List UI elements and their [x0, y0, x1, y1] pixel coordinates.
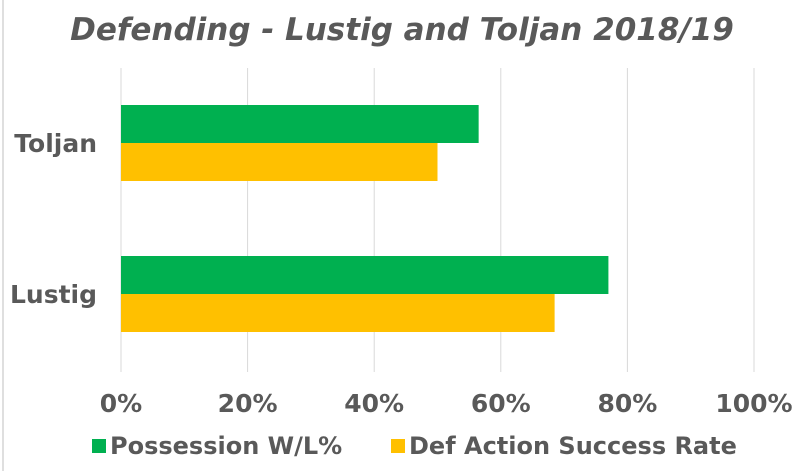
category-label: Lustig — [10, 280, 97, 309]
x-tick-label: 20% — [218, 389, 278, 418]
x-tick-label: 40% — [344, 389, 404, 418]
bar — [121, 256, 609, 294]
legend-label: Possession W/L% — [110, 432, 342, 460]
bar — [121, 143, 438, 181]
legend-swatch — [391, 439, 405, 453]
legend-swatch — [92, 439, 106, 453]
category-labels: Toljan Lustig — [10, 129, 97, 309]
x-tick-label: 100% — [715, 389, 792, 418]
x-tick-label: 0% — [100, 389, 142, 418]
bar — [121, 294, 555, 332]
legend: Possession W/L% Def Action Success Rate — [92, 432, 737, 460]
bar — [121, 105, 479, 143]
x-tick-label: 60% — [471, 389, 531, 418]
legend-label: Def Action Success Rate — [409, 432, 737, 460]
bars — [121, 105, 609, 332]
chart-title: Defending - Lustig and Toljan 2018/19 — [70, 12, 734, 48]
x-tick-labels: 0% 20% 40% 60% 80% 100% — [100, 389, 793, 418]
x-tick-label: 80% — [597, 389, 657, 418]
category-label: Toljan — [14, 129, 97, 158]
